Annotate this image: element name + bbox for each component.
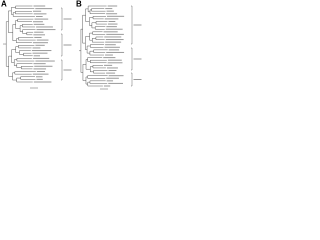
leaf-label [33,13,47,15]
leaf-label [108,75,124,77]
leaf-label [36,39,49,41]
clade-label [63,69,72,71]
leaf-label [106,33,124,35]
leaf-label [105,44,116,46]
phylogenetic-tree [79,5,142,90]
clade-bracket [131,72,133,87]
leaf-label [33,81,52,83]
leaf-label [106,26,117,28]
leaf-label [106,51,125,53]
page: A B (() => { const data = JSON.parse(doc… [0,0,150,91]
leaf-label [36,29,56,31]
clade-bracket [131,47,133,71]
leaf-label [32,73,49,75]
clade-bracket [61,59,63,81]
leaf-label [106,72,116,74]
leaf-label [33,68,47,70]
leaf-label [108,70,117,72]
clade-bracket [61,33,63,57]
leaf-label [32,52,48,54]
leaf-label [33,34,46,36]
leaf-label [33,23,45,25]
leaf-label [105,8,113,10]
leaf-label [108,49,120,51]
clade-label [63,44,72,46]
leaf-label [34,31,44,33]
leaf-label [107,23,118,25]
leaf-label [36,26,53,28]
leaf-label [35,15,43,17]
leaf-label [32,21,43,23]
leaf-label [104,36,122,38]
leaf-label [106,10,114,12]
leaf-label [33,55,41,57]
leaf-label [36,78,43,80]
leaf-label [105,54,113,56]
leaf-label [33,63,46,65]
leaf-label [35,44,45,46]
leaf-label [106,77,119,79]
clade-label [133,58,142,60]
leaf-label [103,31,118,33]
leaf-label [106,15,125,17]
figure: A B [0,0,150,91]
leaf-label [106,80,114,82]
clade-bracket [131,5,133,45]
leaf-label [32,47,41,49]
leaf-label [32,10,42,12]
clade-bracket [61,7,63,31]
leaf-label [108,20,116,22]
leaf-label [104,46,120,48]
leaf-label [106,67,118,69]
leaf-label [108,82,123,84]
leaf-label [36,71,46,73]
leaf-label [35,8,53,10]
leaf-label [107,62,123,64]
leaf-label [32,57,50,59]
leaf-label [34,18,49,20]
leaf-label [33,5,46,7]
leaf-label [105,39,124,41]
panel-label: A [1,0,7,9]
leaf-label [34,36,42,38]
leaf-label [104,64,113,66]
leaf-label [104,18,119,20]
panel-label: B [76,0,82,9]
leaf-label [35,60,55,62]
leaf-label [105,28,123,30]
leaf-label [107,59,122,61]
leaf-label [35,76,43,78]
leaf-label [105,41,122,43]
leaf-label [32,42,48,44]
leaf-label [106,13,118,15]
leaf-label [107,5,118,7]
clade-label [133,24,142,26]
clade-label [63,18,72,20]
leaf-label [31,50,52,52]
leaf-label [103,57,116,59]
phylogenetic-tree [3,5,72,89]
clade-label [133,79,142,80]
leaf-label [34,65,53,67]
leaf-label [103,85,111,87]
